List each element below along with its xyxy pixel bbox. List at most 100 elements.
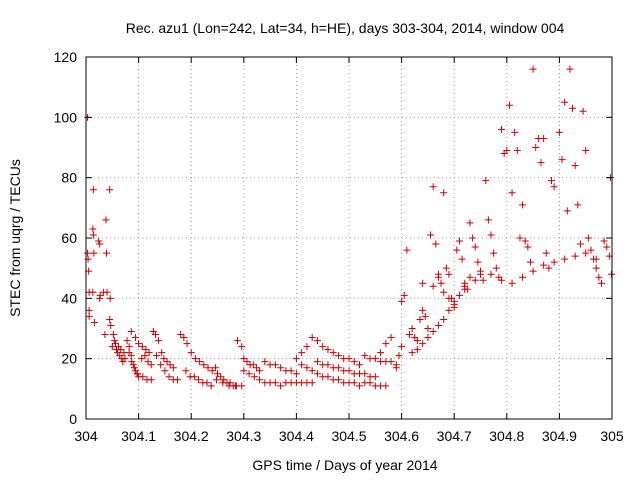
- data-point: [155, 337, 163, 345]
- data-point: [427, 231, 435, 239]
- y-tick-label: 120: [54, 49, 78, 65]
- data-point: [566, 65, 574, 73]
- data-point: [561, 98, 569, 106]
- data-point: [214, 370, 221, 378]
- data-point: [128, 358, 136, 366]
- data-point: [455, 237, 463, 245]
- data-point: [319, 343, 327, 351]
- data-point: [607, 270, 615, 278]
- data-point: [429, 328, 437, 336]
- data-point: [350, 358, 358, 366]
- data-point: [479, 276, 487, 284]
- data-point: [442, 264, 450, 272]
- data-point: [597, 279, 605, 287]
- data-point: [505, 101, 513, 109]
- data-point: [440, 189, 448, 197]
- data-point: [545, 264, 553, 272]
- data-point: [277, 364, 285, 372]
- data-point: [106, 315, 114, 323]
- data-point: [95, 237, 103, 245]
- data-point: [89, 186, 97, 194]
- data-point: [540, 261, 548, 269]
- data-point: [203, 379, 211, 387]
- data-point: [129, 361, 137, 369]
- data-point: [445, 306, 453, 314]
- data-point: [434, 321, 442, 329]
- data-point: [166, 361, 174, 369]
- data-point: [555, 128, 563, 136]
- y-tick-label: 100: [54, 109, 78, 125]
- data-point: [96, 291, 104, 299]
- data-point: [453, 246, 461, 254]
- data-point: [108, 343, 116, 351]
- x-tick-label: 304.4: [279, 428, 314, 444]
- data-point: [356, 361, 364, 369]
- data-point: [416, 315, 424, 323]
- data-point: [183, 340, 191, 348]
- x-tick-label: 304.7: [437, 428, 472, 444]
- data-point: [492, 264, 500, 272]
- data-point: [169, 364, 177, 372]
- data-point: [89, 225, 97, 233]
- data-point: [345, 367, 353, 375]
- data-point: [131, 334, 139, 342]
- data-point: [231, 382, 239, 390]
- data-point: [85, 312, 93, 320]
- data-point: [408, 349, 416, 357]
- data-point: [89, 288, 97, 296]
- y-tick-label: 20: [61, 351, 77, 367]
- data-point: [498, 125, 506, 133]
- data-point: [419, 306, 427, 314]
- data-point: [208, 367, 216, 375]
- data-point: [256, 376, 264, 384]
- data-point: [127, 328, 135, 336]
- data-point: [161, 367, 169, 375]
- data-point: [334, 364, 342, 372]
- data-point: [219, 379, 227, 387]
- x-tick-label: 304.3: [226, 428, 261, 444]
- data-point: [84, 249, 92, 257]
- data-point: [516, 234, 524, 242]
- data-point: [298, 349, 306, 357]
- data-point: [569, 104, 577, 112]
- data-point: [524, 243, 532, 251]
- data-point: [313, 370, 321, 378]
- data-point: [90, 249, 98, 257]
- data-point: [240, 367, 248, 375]
- data-point: [571, 252, 579, 260]
- data-point: [537, 159, 545, 167]
- data-point: [519, 201, 527, 209]
- data-point: [550, 258, 558, 266]
- data-point: [542, 249, 550, 257]
- x-tick-label: 304.9: [542, 428, 577, 444]
- data-point: [250, 373, 258, 381]
- axis-ticks: 304 304.1 304.2 304.3 304.4 304.5 304.6 304.7 30…: [54, 49, 624, 444]
- data-point: [419, 279, 427, 287]
- data-point: [117, 346, 125, 354]
- data-point: [450, 297, 458, 305]
- data-point: [261, 358, 269, 366]
- data-point: [487, 231, 495, 239]
- data-point: [180, 334, 188, 342]
- data-point: [587, 246, 595, 254]
- data-point: [111, 340, 119, 348]
- data-point: [558, 156, 566, 164]
- data-point: [106, 186, 114, 194]
- data-point: [277, 382, 285, 390]
- data-point: [445, 270, 453, 278]
- y-axis-label: STEC from uqrg / TECUs: [7, 159, 23, 317]
- data-point: [147, 361, 155, 369]
- data-point: [508, 189, 516, 197]
- data-point: [540, 134, 548, 142]
- data-point: [177, 331, 185, 339]
- x-tick-label: 305: [600, 428, 624, 444]
- data-point: [217, 373, 225, 381]
- data-point: [361, 352, 369, 360]
- data-point: [563, 207, 571, 215]
- data-point: [461, 285, 469, 293]
- data-point: [484, 216, 492, 224]
- data-point: [437, 279, 445, 287]
- data-points: [84, 65, 615, 390]
- data-point: [371, 355, 379, 363]
- data-point: [298, 361, 306, 369]
